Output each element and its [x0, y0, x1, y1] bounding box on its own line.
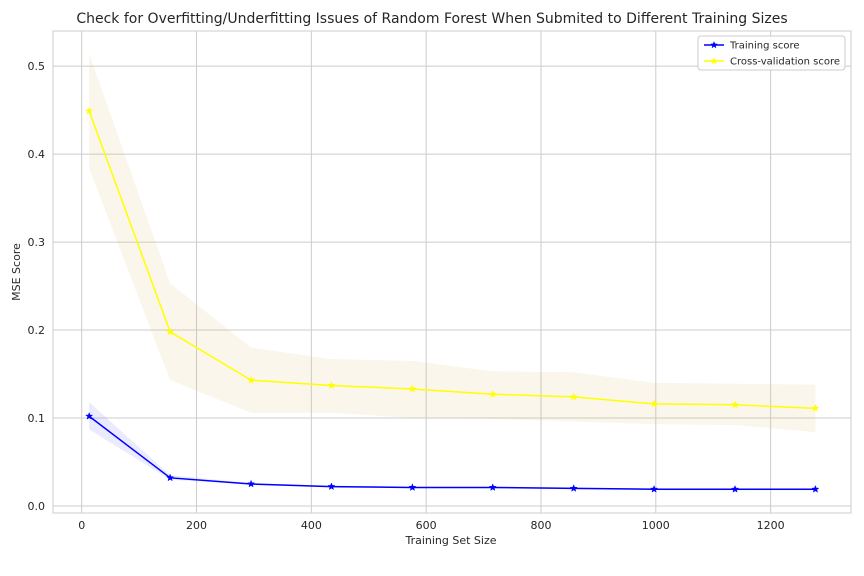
y-tick-label: 0.2: [28, 324, 46, 337]
point-series-0: [246, 479, 256, 488]
point-series-1: [246, 375, 256, 384]
legend-star-icon: [710, 40, 718, 49]
x-tick-label: 200: [186, 519, 207, 532]
legend: Training score Cross-validation score: [697, 35, 846, 71]
y-axis-label: MSE Score: [10, 243, 23, 301]
point-series-1: [488, 389, 497, 398]
y-tick-label: 0.3: [28, 236, 46, 249]
point-series-1: [85, 106, 94, 115]
confidence-bands: [89, 53, 816, 491]
line-series-0: [88, 415, 816, 490]
chart-title: Check for Overfitting/Underfitting Issue…: [76, 11, 787, 27]
point-series-1: [327, 381, 336, 389]
x-tick-label: 0: [78, 519, 85, 532]
y-tick-label: 0.1: [28, 412, 46, 425]
x-tick-label: 400: [301, 519, 322, 532]
x-tick-label: 600: [416, 519, 437, 532]
line-series-1: [88, 110, 816, 410]
point-series-0: [811, 484, 820, 493]
legend-entry-label: Cross-validation score: [730, 57, 840, 68]
point-series-1: [649, 399, 659, 408]
x-tick-label: 800: [530, 519, 551, 532]
point-series-0: [327, 482, 336, 491]
point-series-0: [569, 484, 578, 492]
legend-entry-label: Training score: [729, 41, 800, 52]
point-series-1: [569, 392, 578, 401]
point-series-1: [166, 327, 175, 336]
point-series-0: [730, 484, 740, 493]
point-series-1: [408, 384, 417, 393]
y-tick-label: 0.0: [28, 500, 46, 513]
x-tick-label: 1200: [757, 519, 785, 532]
point-series-0: [85, 411, 94, 420]
point-series-0: [649, 484, 659, 493]
point-series-0: [166, 473, 175, 482]
tick-labels: 0 200 400 600 800 1000 1200 0.0 0.1 0.2 0.3 0.4 0.5: [28, 60, 785, 532]
band-series-1: [89, 53, 816, 433]
point-series-1: [811, 404, 820, 412]
y-tick-label: 0.5: [28, 60, 46, 73]
grid-layer: [53, 31, 851, 513]
legend-star-icon: [710, 56, 718, 65]
point-series-1: [730, 400, 740, 409]
x-axis-label: Training Set Size: [404, 534, 496, 547]
point-series-0: [488, 483, 497, 491]
legend-box: [697, 35, 846, 71]
series-layer: [85, 106, 820, 493]
plot-frame: [52, 30, 852, 514]
x-tick-label: 1000: [642, 519, 670, 532]
point-series-0: [408, 483, 417, 491]
y-tick-label: 0.4: [28, 148, 46, 161]
